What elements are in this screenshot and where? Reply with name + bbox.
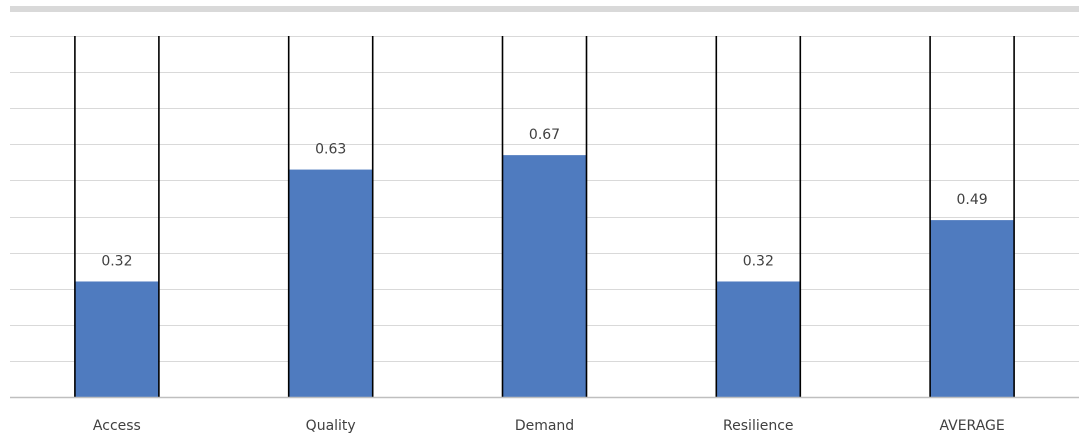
data-label-resilience: 0.32 [743, 253, 774, 269]
data-label-demand: 0.67 [529, 127, 560, 143]
bar-resilience [716, 281, 801, 397]
column-outline-quality [287, 36, 374, 397]
column-outline-resilience [715, 36, 802, 397]
bar-demand [502, 155, 587, 397]
column-outline-average [929, 36, 1015, 397]
data-label-access: 0.32 [101, 253, 132, 269]
data-label-quality: 0.63 [315, 142, 346, 158]
bar-access [74, 281, 159, 397]
category-labels: Access Quality Demand Resilience AVERAGE [93, 418, 1005, 434]
column-outline-demand [501, 36, 588, 397]
bars-group [74, 155, 1015, 397]
chart-top-band [10, 6, 1079, 12]
bar-average [930, 220, 1015, 397]
category-label-demand: Demand [515, 418, 574, 434]
data-labels: 0.32 0.63 0.67 0.32 0.49 [101, 127, 987, 269]
data-label-average: 0.49 [957, 192, 988, 208]
column-outline-access [74, 36, 160, 397]
column-outlines [74, 36, 1015, 397]
category-label-average: AVERAGE [939, 418, 1004, 434]
category-label-resilience: Resilience [723, 418, 793, 434]
bar-quality [288, 169, 373, 397]
category-label-quality: Quality [306, 418, 356, 434]
category-label-access: Access [93, 418, 141, 434]
